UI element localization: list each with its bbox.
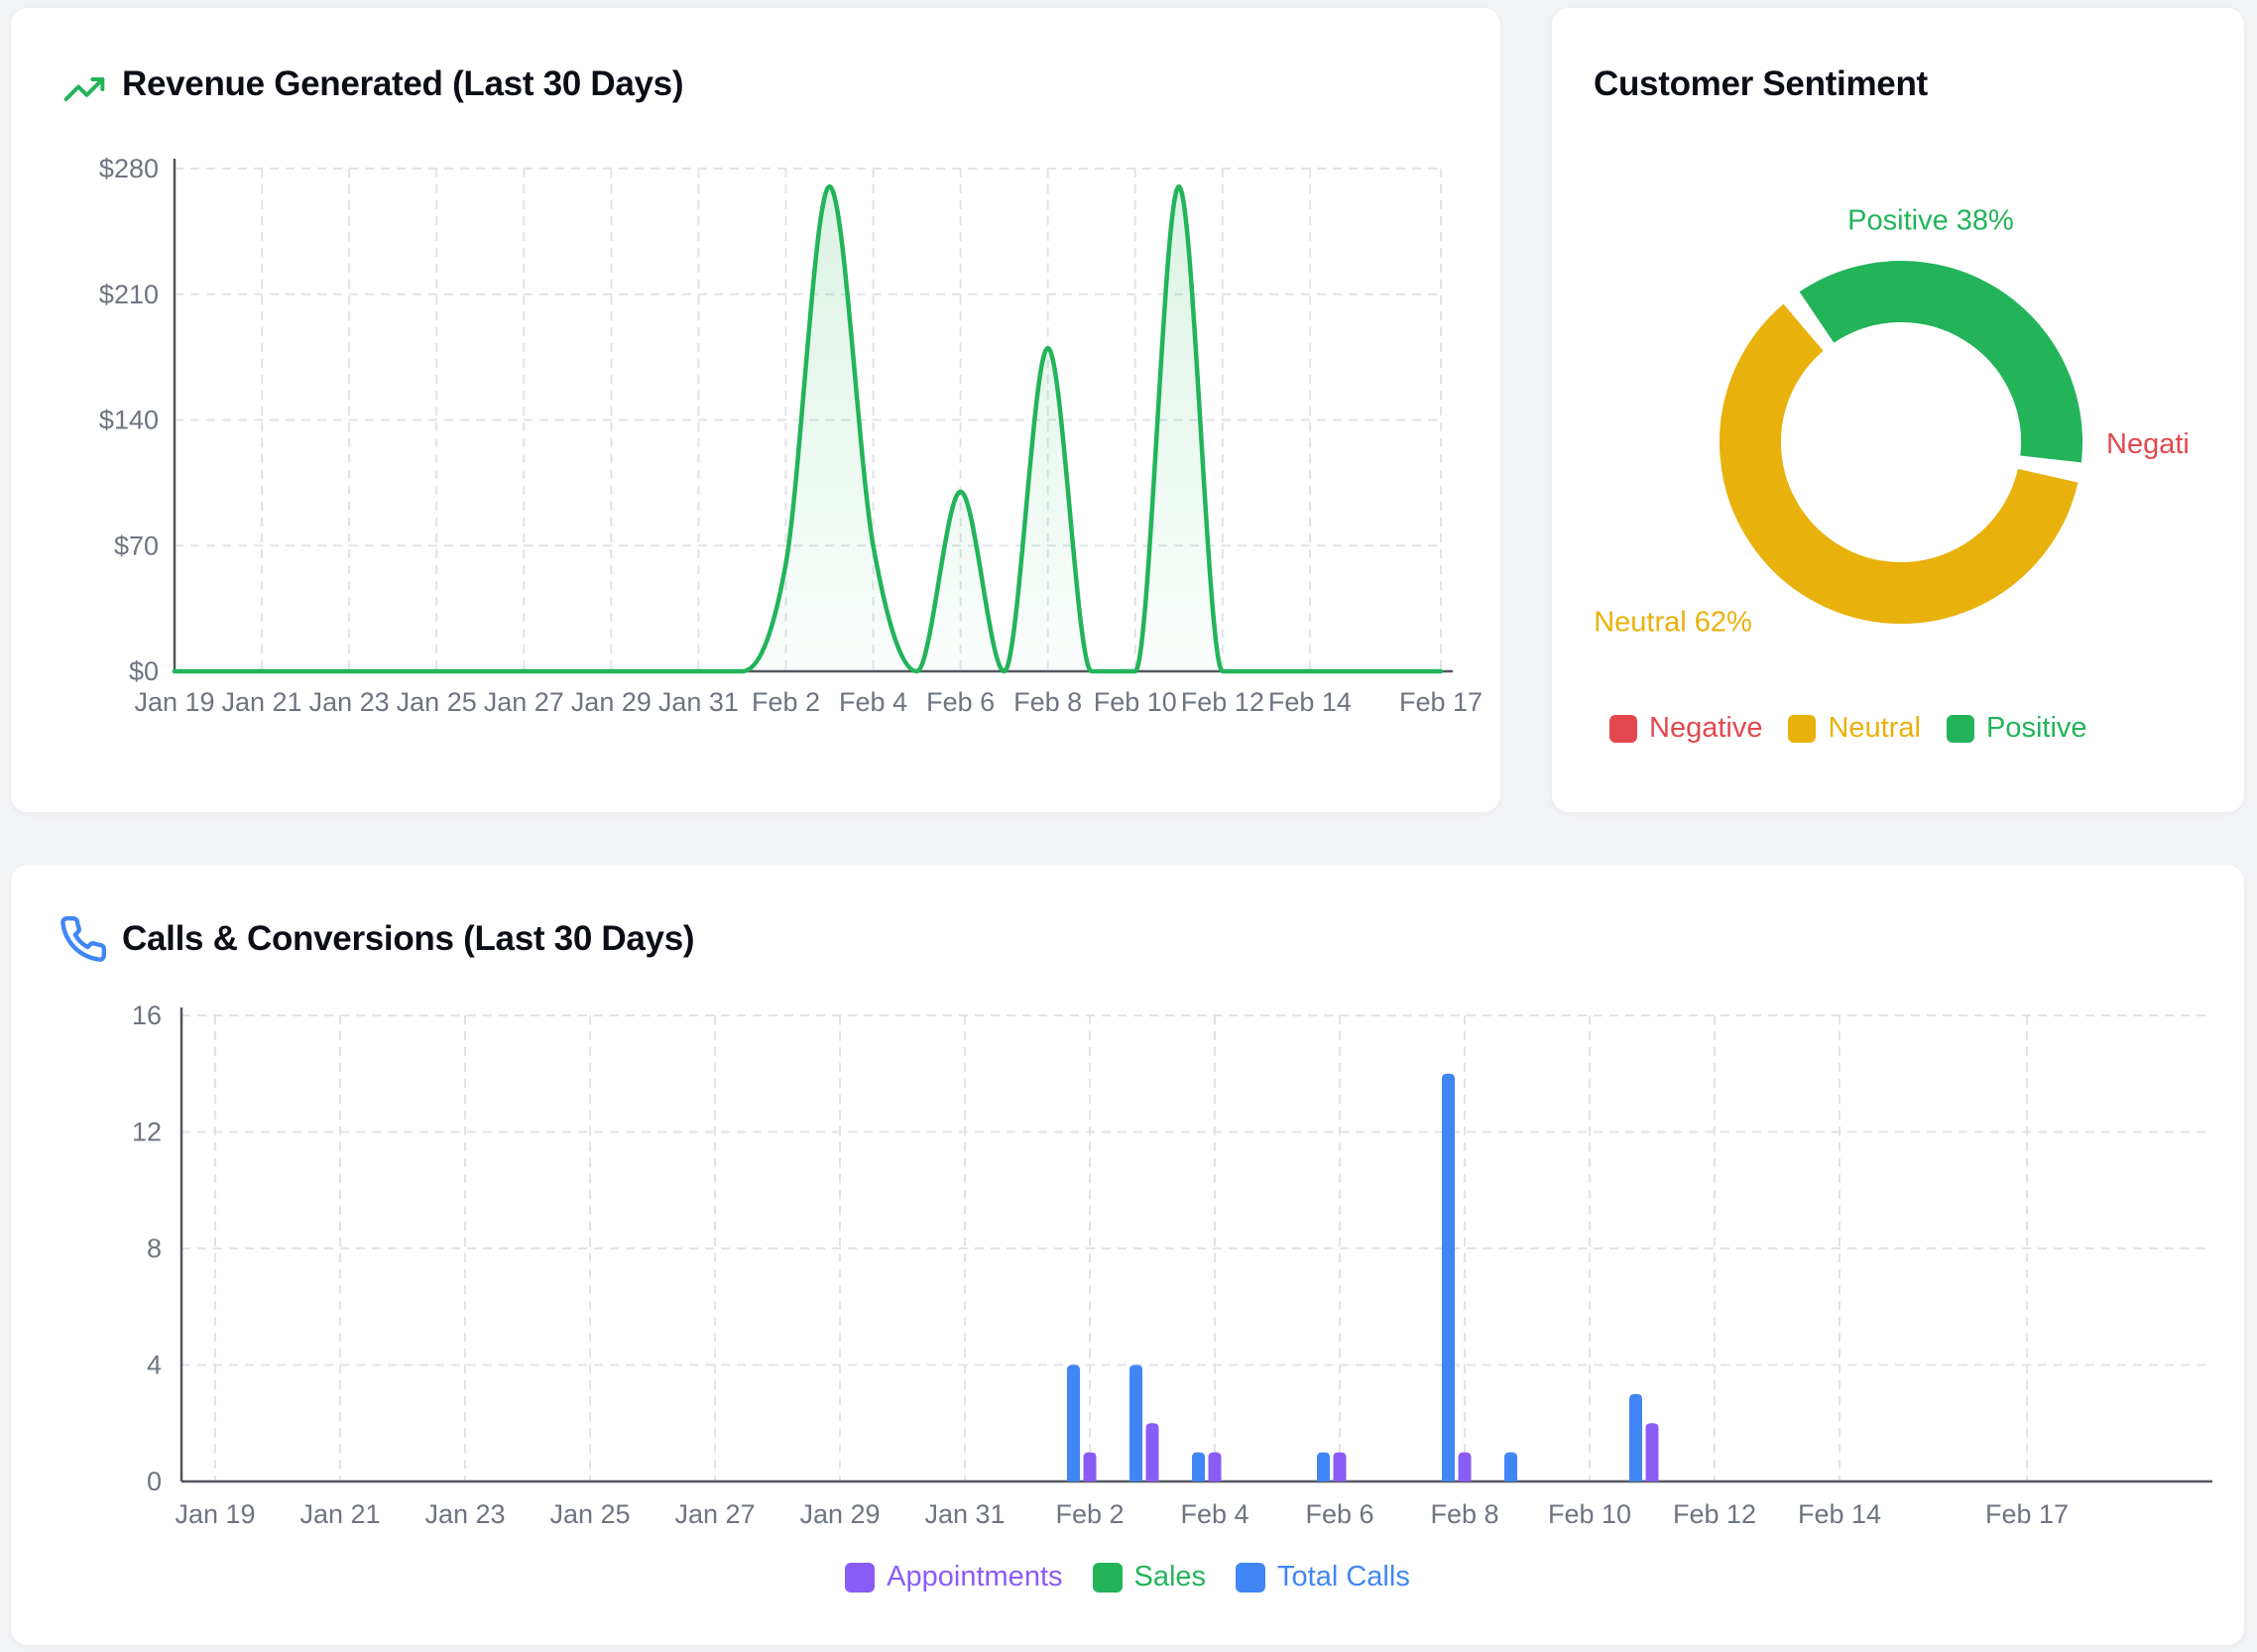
svg-text:Jan 21: Jan 21 bbox=[299, 1499, 380, 1529]
neutral-swatch bbox=[1788, 714, 1817, 743]
trending-up-icon bbox=[60, 69, 108, 114]
svg-text:4: 4 bbox=[147, 1351, 162, 1380]
svg-text:Jan 19: Jan 19 bbox=[134, 687, 214, 717]
legend-label: Positive bbox=[1985, 712, 2087, 744]
svg-text:Feb 10: Feb 10 bbox=[1548, 1499, 1631, 1529]
calls-card: 0 4 8 12 16 Jan 19 Jan 21 Jan 23 Jan 25 Jan 27 Jan… bbox=[10, 864, 2245, 1646]
svg-text:Jan 31: Jan 31 bbox=[924, 1499, 1005, 1529]
sentiment-card: Customer Sentiment Positive 38% Neutral … bbox=[1551, 7, 2245, 813]
sentiment-title: Customer Sentiment bbox=[1594, 64, 1928, 103]
svg-text:Jan 29: Jan 29 bbox=[571, 687, 652, 717]
total-calls-swatch bbox=[1236, 1562, 1266, 1593]
legend-item-neutral[interactable]: Neutral bbox=[1788, 712, 1921, 745]
svg-text:12: 12 bbox=[132, 1118, 162, 1147]
legend-label: Appointments bbox=[887, 1561, 1063, 1593]
svg-text:Feb 10: Feb 10 bbox=[1094, 687, 1177, 717]
svg-text:Feb 17: Feb 17 bbox=[1985, 1499, 2069, 1529]
svg-text:Jan 25: Jan 25 bbox=[549, 1499, 630, 1529]
svg-text:Jan 23: Jan 23 bbox=[309, 687, 390, 717]
svg-text:Feb 12: Feb 12 bbox=[1181, 687, 1264, 717]
sales-swatch bbox=[1092, 1562, 1123, 1593]
svg-text:Feb 14: Feb 14 bbox=[1268, 687, 1352, 717]
svg-text:Feb 4: Feb 4 bbox=[839, 687, 907, 717]
sentiment-legend: Negative Neutral Positive bbox=[1609, 712, 2087, 745]
legend-label: Sales bbox=[1133, 1561, 1207, 1593]
calls-bar-chart[interactable]: 0 4 8 12 16 Jan 19 Jan 21 Jan 23 Jan 25 Jan 27 Jan… bbox=[11, 865, 2244, 1645]
svg-text:16: 16 bbox=[132, 1001, 162, 1030]
legend-label: Negative bbox=[1649, 712, 1763, 744]
svg-text:Jan 21: Jan 21 bbox=[222, 687, 302, 717]
svg-text:Jan 29: Jan 29 bbox=[799, 1499, 880, 1529]
svg-text:0: 0 bbox=[147, 1467, 162, 1496]
legend-label: Neutral bbox=[1828, 712, 1921, 744]
legend-item-total-calls[interactable]: Total Calls bbox=[1236, 1561, 1410, 1593]
appointments-swatch bbox=[845, 1562, 876, 1593]
negative-swatch bbox=[1609, 714, 1637, 743]
svg-text:Jan 19: Jan 19 bbox=[175, 1499, 255, 1529]
legend-item-sales[interactable]: Sales bbox=[1092, 1561, 1207, 1593]
svg-text:Jan 25: Jan 25 bbox=[397, 687, 477, 717]
svg-text:Jan 27: Jan 27 bbox=[484, 687, 564, 717]
svg-text:Feb 8: Feb 8 bbox=[1013, 687, 1082, 717]
svg-text:Feb 12: Feb 12 bbox=[1673, 1499, 1756, 1529]
revenue-card: $0 $70 $140 $210 $280 Jan 19 Jan 21 Jan 23 Jan 2… bbox=[10, 7, 1501, 813]
svg-text:8: 8 bbox=[147, 1234, 162, 1263]
svg-text:Feb 4: Feb 4 bbox=[1180, 1499, 1248, 1529]
svg-text:Jan 31: Jan 31 bbox=[658, 687, 739, 717]
donut-label-positive: Positive 38% bbox=[1847, 204, 2014, 237]
svg-text:$280: $280 bbox=[99, 154, 159, 183]
svg-text:Feb 8: Feb 8 bbox=[1430, 1499, 1498, 1529]
svg-text:$140: $140 bbox=[99, 406, 159, 435]
svg-text:Feb 2: Feb 2 bbox=[1055, 1499, 1124, 1529]
positive-swatch bbox=[1946, 714, 1974, 743]
svg-text:Feb 17: Feb 17 bbox=[1399, 687, 1483, 717]
svg-text:Feb 2: Feb 2 bbox=[752, 687, 820, 717]
svg-text:$0: $0 bbox=[129, 656, 159, 686]
legend-item-positive[interactable]: Positive bbox=[1946, 712, 2087, 745]
donut-label-neutral: Neutral 62% bbox=[1594, 606, 1752, 639]
svg-text:Feb 6: Feb 6 bbox=[926, 687, 995, 717]
calls-title: Calls & Conversions (Last 30 Days) bbox=[122, 919, 695, 958]
svg-text:Feb 6: Feb 6 bbox=[1305, 1499, 1373, 1529]
sentiment-donut-chart[interactable] bbox=[1552, 8, 2244, 812]
revenue-title: Revenue Generated (Last 30 Days) bbox=[122, 64, 684, 103]
legend-item-appointments[interactable]: Appointments bbox=[845, 1561, 1063, 1593]
svg-text:Feb 14: Feb 14 bbox=[1798, 1499, 1881, 1529]
svg-text:$70: $70 bbox=[114, 531, 159, 560]
legend-label: Total Calls bbox=[1277, 1561, 1410, 1593]
svg-text:Jan 27: Jan 27 bbox=[674, 1499, 755, 1529]
donut-label-negative-truncated: Negati bbox=[2106, 428, 2190, 460]
svg-text:Jan 23: Jan 23 bbox=[424, 1499, 505, 1529]
phone-icon bbox=[59, 914, 108, 969]
calls-legend: Appointments Sales Total Calls bbox=[11, 1561, 2244, 1593]
svg-text:$210: $210 bbox=[99, 280, 159, 309]
legend-item-negative[interactable]: Negative bbox=[1609, 712, 1762, 745]
